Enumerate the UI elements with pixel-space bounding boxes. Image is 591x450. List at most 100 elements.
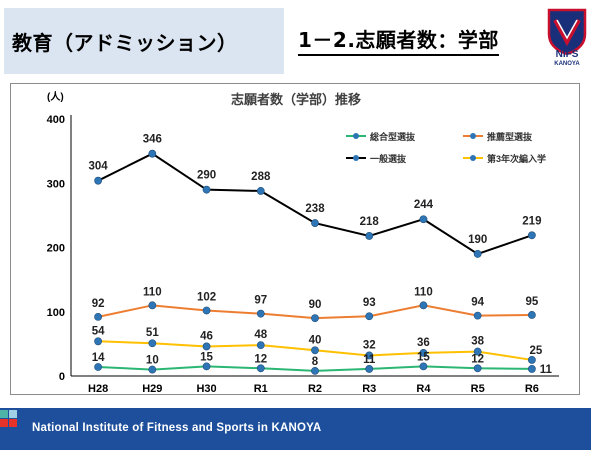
data-point	[419, 215, 428, 224]
data-point	[365, 351, 374, 360]
data-point	[202, 306, 211, 315]
applicants-line-chart: 志願者数（学部）推移 (人) 0 100 200 300 400 H28 H29 H30 R1 R2 R…	[47, 90, 559, 395]
data-label: 97	[254, 295, 267, 307]
data-label: 25	[529, 345, 542, 357]
x-tick-label: H30	[196, 383, 216, 395]
data-point	[148, 365, 157, 374]
data-point	[527, 231, 536, 240]
data-label: 304	[89, 161, 109, 173]
data-point	[473, 364, 482, 373]
data-point	[94, 363, 103, 371]
data-point	[527, 365, 536, 373]
data-point	[365, 232, 374, 240]
x-tick-label: R3	[362, 383, 376, 395]
data-label: 14	[92, 352, 105, 364]
logo-text: NIFS KANOYA	[547, 50, 587, 68]
y-tick-label: 200	[47, 243, 65, 255]
data-point	[419, 362, 428, 371]
data-label: 40	[309, 334, 322, 346]
data-label: 92	[92, 298, 105, 310]
footer-square-red-2	[9, 419, 17, 427]
data-label: 102	[197, 291, 216, 303]
data-label: 51	[146, 327, 159, 339]
data-label: 218	[360, 216, 380, 228]
data-point	[473, 347, 482, 356]
footer-bar: National Institute of Fitness and Sports…	[0, 408, 591, 450]
data-point	[311, 366, 319, 375]
data-label: 36	[417, 337, 430, 349]
data-point	[94, 176, 103, 185]
data-point	[202, 342, 211, 351]
data-label: 11	[540, 364, 553, 376]
y-tick-label: 0	[59, 371, 65, 383]
legend-swatch-marker	[353, 133, 359, 139]
data-label: 90	[309, 299, 322, 311]
y-tick-label: 100	[47, 307, 65, 319]
data-label: 346	[143, 134, 162, 146]
x-tick-label: R4	[416, 383, 431, 395]
legend-label: 総合型選抜	[370, 131, 416, 142]
data-point	[148, 339, 157, 348]
data-label: 32	[363, 339, 376, 351]
footer-text: National Institute of Fitness and Sports…	[32, 422, 322, 434]
data-point	[256, 187, 265, 195]
logo-sub-text: KANOYA	[554, 61, 580, 67]
legend-swatch-marker	[470, 155, 476, 161]
data-point	[202, 185, 211, 194]
footer-square-red	[0, 419, 8, 427]
data-label: 290	[197, 170, 216, 182]
data-label: 219	[522, 215, 541, 227]
data-label: 12	[471, 353, 484, 365]
data-label: 12	[254, 353, 267, 365]
footer-squares	[0, 408, 18, 450]
data-label: 38	[471, 336, 484, 348]
data-point	[419, 301, 428, 310]
university-logo	[547, 8, 587, 56]
section-title: 教育（アドミッション）	[4, 8, 284, 74]
data-label: 10	[146, 355, 159, 367]
slide-title: 1－2.志願者数：学部	[298, 24, 499, 56]
data-label: 15	[200, 351, 213, 363]
data-label: 54	[92, 325, 105, 337]
y-tick-label: 400	[47, 114, 65, 126]
data-point	[94, 337, 103, 346]
data-point	[365, 312, 374, 321]
chart-panel: 志願者数（学部）推移 (人) 0 100 200 300 400 H28 H29 H30 R1 R2 R…	[10, 83, 580, 395]
x-tick-label: R2	[308, 383, 322, 395]
data-point	[256, 364, 265, 373]
data-label: 11	[363, 354, 376, 366]
legend-label: 一般選抜	[370, 153, 407, 164]
footer-square-light	[9, 410, 17, 418]
data-point	[311, 314, 319, 323]
legend-label: 第3年次編入学	[487, 153, 546, 164]
x-tick-label: H28	[88, 383, 108, 395]
data-label: 244	[414, 199, 434, 211]
data-label: 94	[471, 297, 484, 309]
data-point	[94, 312, 103, 321]
data-label: 190	[468, 234, 487, 246]
legend-swatch-marker	[353, 155, 359, 161]
data-point	[365, 365, 374, 373]
data-label: 15	[417, 351, 430, 363]
legend-swatch-marker	[470, 133, 476, 139]
data-label: 8	[312, 356, 319, 368]
data-point	[419, 348, 428, 357]
x-tick-label: R6	[525, 383, 539, 395]
logo-main-text: NIFS	[555, 49, 579, 60]
data-point	[311, 219, 319, 227]
footer-square-teal	[0, 410, 8, 418]
y-axis-label: (人)	[47, 90, 64, 103]
data-label: 110	[414, 286, 433, 298]
data-point	[473, 250, 482, 258]
data-point	[527, 311, 536, 319]
data-point	[148, 301, 157, 310]
y-tick-label: 300	[47, 178, 65, 190]
data-point	[256, 341, 265, 350]
data-label: 238	[305, 203, 325, 215]
x-tick-label: R1	[254, 383, 268, 395]
legend-label: 推薦型選抜	[487, 131, 533, 142]
data-label: 46	[200, 330, 213, 342]
data-point	[148, 149, 157, 158]
chart-title: 志願者数（学部）推移	[231, 92, 361, 107]
data-label: 95	[525, 296, 538, 308]
